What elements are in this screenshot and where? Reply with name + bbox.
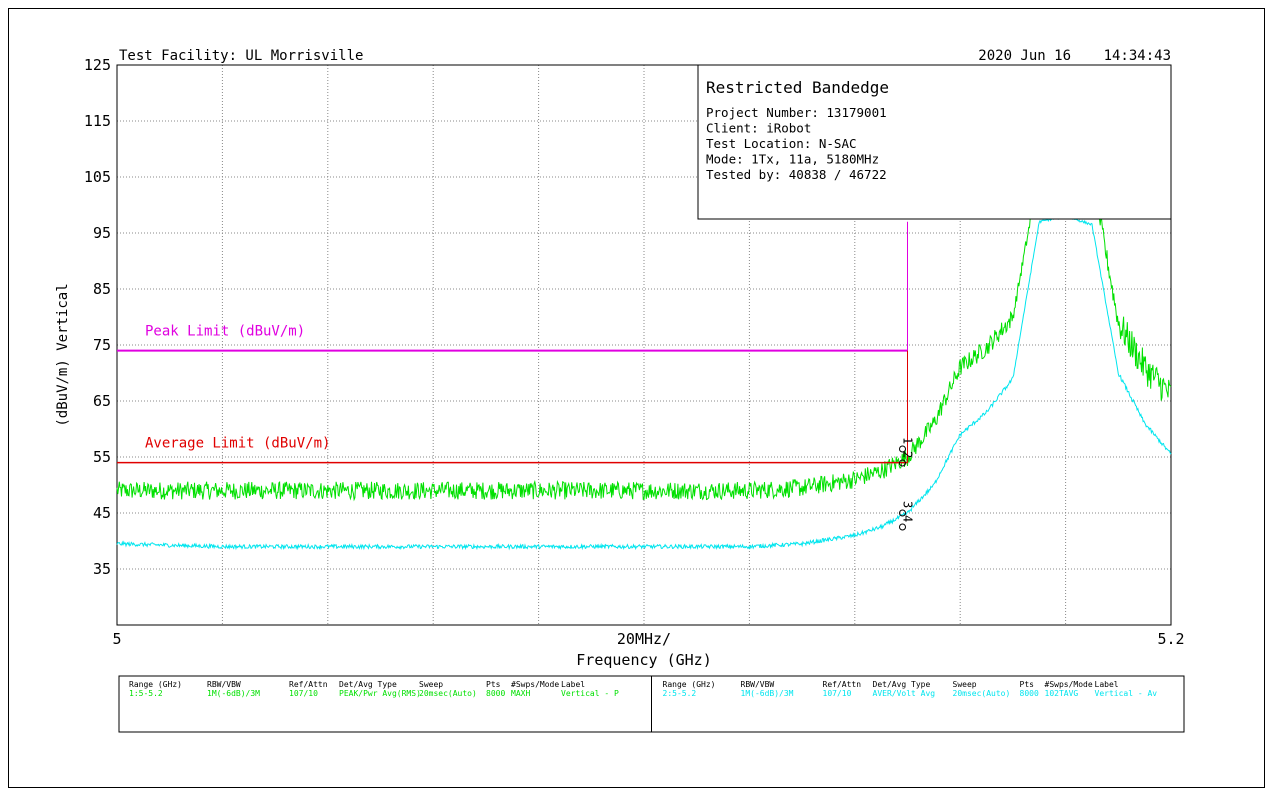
x-tick-label: 20MHz/ bbox=[617, 630, 671, 648]
y-tick-label: 65 bbox=[93, 392, 111, 410]
marker-symbol bbox=[899, 509, 906, 517]
info-client: Client: iRobot bbox=[706, 121, 811, 136]
x-tick-label: 5 bbox=[112, 630, 121, 648]
settings-value-cell: 8000 bbox=[1020, 689, 1039, 698]
settings-table: Range (GHz) RBW/VBW Ref/Attn Det/Avg Type Sw… bbox=[118, 675, 1185, 733]
info-test-location: Test Location: N-SAC bbox=[706, 136, 857, 151]
settings-header-cell: #Swps/Mode bbox=[511, 680, 559, 689]
y-tick-label: 35 bbox=[93, 560, 111, 578]
settings-value-cell: PEAK/Pwr Avg(RMS) bbox=[339, 689, 421, 698]
x-axis-label: Frequency (GHz) bbox=[576, 651, 711, 669]
settings-header-cell: Det/Avg Type bbox=[339, 680, 397, 689]
report-frame: Test Facility: UL Morrisville 2020 Jun 1… bbox=[8, 8, 1265, 788]
limit-lines: Peak Limit (dBuV/m) Average Limit (dBuV/m… bbox=[117, 221, 908, 464]
info-box-border bbox=[697, 64, 1172, 220]
settings-header-cell: Pts bbox=[486, 680, 501, 689]
peak-trace bbox=[116, 160, 1172, 502]
marker-symbol bbox=[899, 459, 906, 467]
settings-header-cell: RBW/VBW bbox=[741, 680, 775, 689]
settings-value-cell: 8000 bbox=[486, 689, 505, 698]
markers: 1 2 3 4 bbox=[899, 437, 915, 531]
marker-symbol bbox=[899, 445, 906, 453]
settings-header-cell: Pts bbox=[1020, 680, 1035, 689]
y-tick-label: 115 bbox=[84, 112, 111, 130]
settings-value-cell: Vertical - P bbox=[561, 689, 619, 698]
y-tick-label: 55 bbox=[93, 448, 111, 466]
average-trace bbox=[116, 215, 1172, 551]
settings-value-cell: 1M(-6dB)/3M bbox=[207, 689, 260, 698]
info-box-title: Restricted Bandedge bbox=[706, 78, 889, 97]
settings-value-cell: 20msec(Auto) bbox=[419, 689, 477, 698]
marker-symbol bbox=[899, 523, 906, 531]
plot-border bbox=[116, 64, 1172, 626]
info-box: Restricted Bandedge Project Number: 1317… bbox=[697, 64, 1172, 220]
marker-label: 3 bbox=[901, 501, 915, 508]
settings-header-cell: Range (GHz) bbox=[129, 680, 182, 689]
info-mode: Mode: 1Tx, 11a, 5180MHz bbox=[706, 152, 879, 167]
traces bbox=[116, 160, 1172, 551]
settings-header-cell: Sweep bbox=[419, 680, 443, 689]
test-facility-label: Test Facility: UL Morrisville bbox=[119, 48, 363, 64]
bandedge-chart: Test Facility: UL Morrisville 2020 Jun 1… bbox=[55, 48, 1185, 733]
settings-value-cell: MAXH bbox=[511, 689, 530, 698]
y-axis-ticks: 35 45 55 65 75 85 95 105 115 125 bbox=[84, 56, 111, 578]
settings-header-cell: Det/Avg Type bbox=[873, 680, 931, 689]
y-axis-label: (dBuV/m) Vertical bbox=[55, 283, 71, 426]
y-tick-label: 45 bbox=[93, 504, 111, 522]
x-tick-label: 5.2 bbox=[1157, 630, 1184, 648]
settings-header-cell: Ref/Attn bbox=[823, 680, 862, 689]
settings-value-cell: 20msec(Auto) bbox=[953, 689, 1011, 698]
settings-header-cell: Sweep bbox=[953, 680, 977, 689]
y-tick-label: 105 bbox=[84, 168, 111, 186]
settings-header-cell: Range (GHz) bbox=[663, 680, 716, 689]
x-axis-ticks: 5 20MHz/5.2 bbox=[112, 630, 1184, 648]
marker-label: 2 bbox=[901, 451, 915, 458]
y-tick-label: 85 bbox=[93, 280, 111, 298]
peak-limit-label: Peak Limit (dBuV/m) bbox=[145, 324, 305, 340]
settings-value-cell: Vertical - Av bbox=[1095, 689, 1158, 698]
settings-value-cell: 107/10 bbox=[823, 689, 852, 698]
settings-value-cell: 107/10 bbox=[289, 689, 318, 698]
y-tick-label: 95 bbox=[93, 224, 111, 242]
average-limit-label: Average Limit (dBuV/m) bbox=[145, 436, 330, 452]
settings-value-cell: 1:5-5.2 bbox=[129, 689, 163, 698]
marker-label: 4 bbox=[901, 515, 915, 522]
y-tick-label: 125 bbox=[84, 56, 111, 74]
test-date: 2020 Jun 16 bbox=[978, 48, 1071, 64]
settings-header-cell: RBW/VBW bbox=[207, 680, 241, 689]
settings-value-cell: 2:5-5.2 bbox=[663, 689, 697, 698]
settings-header-cell: Label bbox=[1095, 680, 1119, 689]
settings-value-cell: 1M(-6dB)/3M bbox=[741, 689, 794, 698]
settings-header-cell: #Swps/Mode bbox=[1045, 680, 1093, 689]
settings-header-cell: Label bbox=[561, 680, 585, 689]
y-tick-label: 75 bbox=[93, 336, 111, 354]
settings-header-cell: Ref/Attn bbox=[289, 680, 328, 689]
info-project-number: Project Number: 13179001 bbox=[706, 105, 887, 120]
marker-label: 1 bbox=[901, 437, 915, 444]
test-time: 14:34:43 bbox=[1104, 48, 1171, 64]
info-tested-by: Tested by: 40838 / 46722 bbox=[706, 167, 887, 182]
settings-value-cell: AVER/Volt Avg bbox=[873, 689, 936, 698]
settings-value-cell: 102TAVG bbox=[1045, 689, 1079, 698]
